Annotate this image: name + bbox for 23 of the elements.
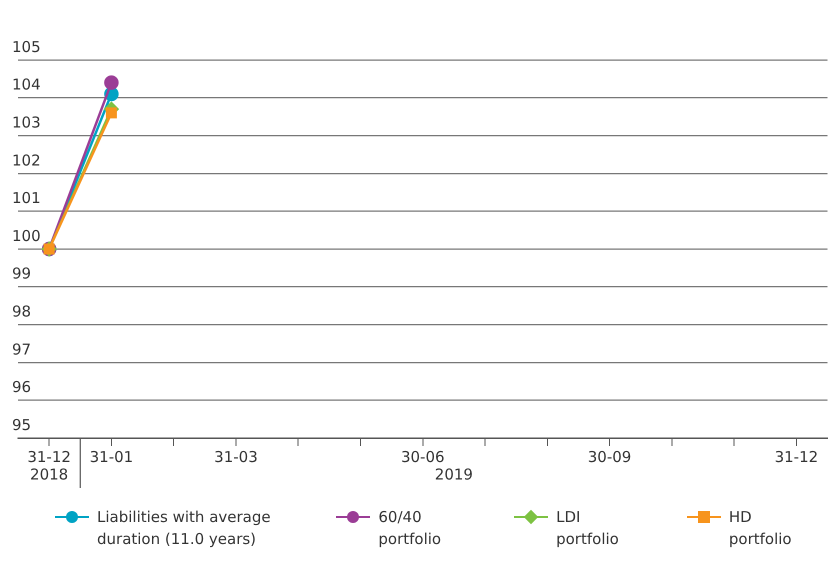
y-tick-label: 104 [12, 76, 41, 94]
y-tick-label: 105 [12, 38, 41, 56]
legend-label: LDI portfolio [556, 507, 620, 550]
legend-label: 60/40 portfolio [378, 507, 442, 550]
y-tick-label: 102 [12, 151, 41, 170]
x-tick-label: 30-06 [400, 448, 445, 466]
y-tick-label: 97 [12, 340, 32, 358]
legend-label: Liabilities with average duration (11.0 years) [97, 507, 272, 550]
x-tick-label: 31-03 [214, 448, 258, 466]
y-tick-label: 98 [12, 302, 32, 320]
y-tick-label: 95 [12, 416, 32, 434]
y-tick-label: 99 [12, 264, 32, 283]
x-tick-label: 31-12 [27, 448, 71, 466]
x-tick-label: 31-12 [774, 448, 818, 466]
y-tick-label: 96 [12, 378, 32, 396]
y-tick-label: 103 [12, 113, 41, 132]
x-tick-label: 30-09 [588, 448, 632, 466]
text: 2019 [434, 465, 473, 484]
y-tick-label: 101 [12, 189, 41, 208]
text: 2018 [30, 465, 68, 484]
legend-label: HD portfolio [728, 507, 793, 550]
y-tick-label: 100 [12, 226, 41, 245]
x-tick-label: 31-01 [90, 448, 134, 466]
